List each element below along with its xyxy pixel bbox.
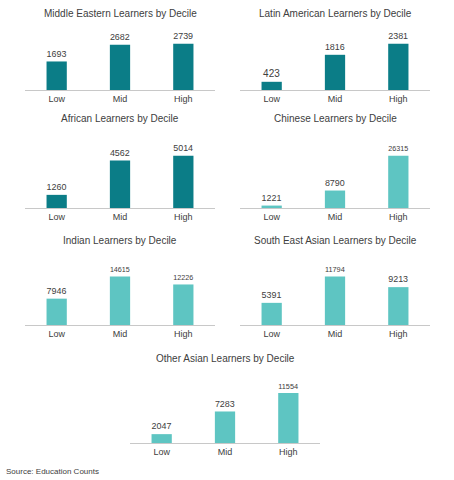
svg-text:Indian Learners by Decile: Indian Learners by Decile	[63, 235, 177, 246]
svg-text:11554: 11554	[278, 382, 298, 391]
svg-text:1260: 1260	[47, 182, 67, 192]
svg-text:14615: 14615	[110, 266, 130, 274]
svg-text:High: High	[174, 329, 193, 339]
svg-text:Latin American Learners by Dec: Latin American Learners by Decile	[259, 8, 412, 19]
svg-text:Low: Low	[263, 329, 280, 339]
svg-text:Mid: Mid	[328, 212, 343, 222]
svg-text:Low: Low	[263, 212, 280, 222]
svg-text:8790: 8790	[325, 178, 345, 188]
svg-text:Mid: Mid	[113, 94, 128, 104]
svg-text:Mid: Mid	[218, 447, 233, 457]
svg-text:11794: 11794	[325, 265, 345, 274]
svg-text:Mid: Mid	[328, 94, 343, 104]
svg-text:Low: Low	[153, 447, 170, 457]
svg-text:2739: 2739	[173, 31, 193, 41]
svg-text:1221: 1221	[262, 193, 282, 203]
svg-text:Low: Low	[48, 212, 65, 222]
svg-text:5391: 5391	[262, 290, 282, 300]
svg-text:4562: 4562	[110, 148, 130, 158]
svg-text:High: High	[279, 447, 298, 457]
svg-text:2047: 2047	[152, 421, 172, 431]
svg-text:Mid: Mid	[113, 212, 128, 222]
svg-text:High: High	[174, 94, 193, 104]
svg-text:High: High	[389, 94, 408, 104]
svg-text:2381: 2381	[388, 31, 408, 41]
svg-text:Source: Education Counts: Source: Education Counts	[6, 467, 99, 476]
svg-text:High: High	[174, 212, 193, 222]
svg-text:Chinese Learners by Decile: Chinese Learners by Decile	[274, 113, 397, 124]
svg-text:Mid: Mid	[113, 329, 128, 339]
svg-text:5014: 5014	[173, 143, 193, 153]
svg-text:Middle Eastern Learners by Dec: Middle Eastern Learners by Decile	[44, 8, 197, 19]
svg-text:1693: 1693	[47, 49, 67, 59]
svg-text:Low: Low	[263, 94, 280, 104]
svg-text:2682: 2682	[110, 32, 130, 42]
svg-text:7946: 7946	[47, 286, 67, 296]
svg-text:Mid: Mid	[328, 329, 343, 339]
svg-text:Low: Low	[48, 329, 65, 339]
svg-text:Low: Low	[48, 94, 65, 104]
svg-text:African Learners by Decile: African Learners by Decile	[61, 113, 179, 124]
svg-text:9213: 9213	[388, 274, 408, 284]
svg-text:High: High	[389, 212, 408, 222]
svg-text:1816: 1816	[325, 42, 345, 52]
svg-text:26315: 26315	[388, 145, 408, 153]
svg-text:423: 423	[263, 68, 280, 79]
svg-text:Other Asian Learners by Decile: Other Asian Learners by Decile	[156, 353, 295, 364]
svg-text:7283: 7283	[215, 399, 235, 409]
svg-text:High: High	[389, 329, 408, 339]
svg-text:South East Asian Learners by D: South East Asian Learners by Decile	[254, 235, 417, 246]
svg-text:12226: 12226	[173, 274, 193, 282]
